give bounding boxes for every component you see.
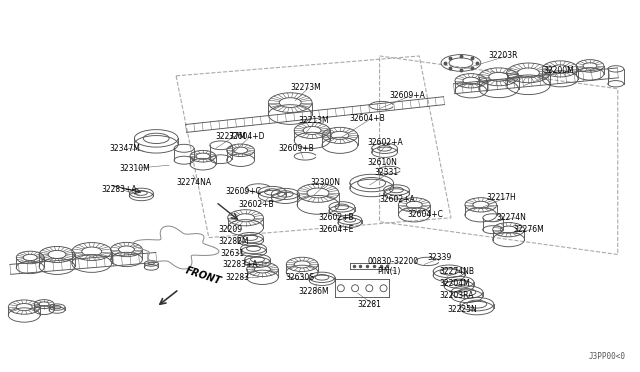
Text: 32274NA: 32274NA: [176, 177, 211, 186]
Text: 32609+A: 32609+A: [390, 91, 426, 100]
Text: 32203R: 32203R: [489, 51, 518, 61]
Text: 32286M: 32286M: [298, 287, 329, 296]
Text: 32283+A: 32283+A: [102, 186, 137, 195]
Text: 32281: 32281: [358, 299, 381, 309]
Text: 32604+E: 32604+E: [318, 225, 353, 234]
Text: 32604+D: 32604+D: [228, 132, 265, 141]
Text: 32213M: 32213M: [298, 116, 329, 125]
Text: 32217H: 32217H: [487, 193, 516, 202]
Text: 32604+C: 32604+C: [407, 210, 444, 219]
Text: 32273M: 32273M: [290, 83, 321, 92]
Text: 32283+A: 32283+A: [223, 260, 259, 269]
Text: 32339: 32339: [427, 253, 451, 262]
Text: 32277M: 32277M: [216, 132, 246, 141]
Text: 32347M: 32347M: [109, 144, 140, 153]
Text: 32274N: 32274N: [497, 213, 527, 222]
Text: 32602+A: 32602+A: [380, 195, 415, 204]
Text: 32200M: 32200M: [543, 66, 574, 76]
Text: 32276M: 32276M: [513, 225, 544, 234]
Text: 32283: 32283: [226, 273, 250, 282]
Text: 32203RA: 32203RA: [439, 291, 474, 300]
Text: 32630S: 32630S: [285, 273, 314, 282]
Text: 32609+C: 32609+C: [226, 187, 262, 196]
Text: 00830-32200: 00830-32200: [367, 257, 419, 266]
Text: 32331: 32331: [374, 168, 399, 177]
Text: 32610N: 32610N: [367, 158, 397, 167]
Text: 32602+B: 32602+B: [239, 201, 274, 209]
Text: 32274NB: 32274NB: [439, 267, 474, 276]
Text: 32282M: 32282M: [219, 237, 249, 246]
Text: 32602+A: 32602+A: [367, 138, 403, 147]
Text: 32209: 32209: [219, 225, 243, 234]
Text: 32225N: 32225N: [447, 305, 477, 314]
Text: 32631: 32631: [221, 249, 245, 258]
Text: 32604+B: 32604+B: [350, 114, 385, 123]
Text: 32310M: 32310M: [120, 164, 150, 173]
Text: 32204M: 32204M: [439, 279, 470, 288]
Text: 32602+B: 32602+B: [318, 213, 354, 222]
Text: FRONT: FRONT: [184, 265, 223, 286]
Text: 32300N: 32300N: [310, 177, 340, 186]
Text: PIN(1): PIN(1): [378, 267, 401, 276]
Text: J3PP00<0: J3PP00<0: [589, 352, 626, 361]
Text: 32609+B: 32609+B: [278, 144, 314, 153]
